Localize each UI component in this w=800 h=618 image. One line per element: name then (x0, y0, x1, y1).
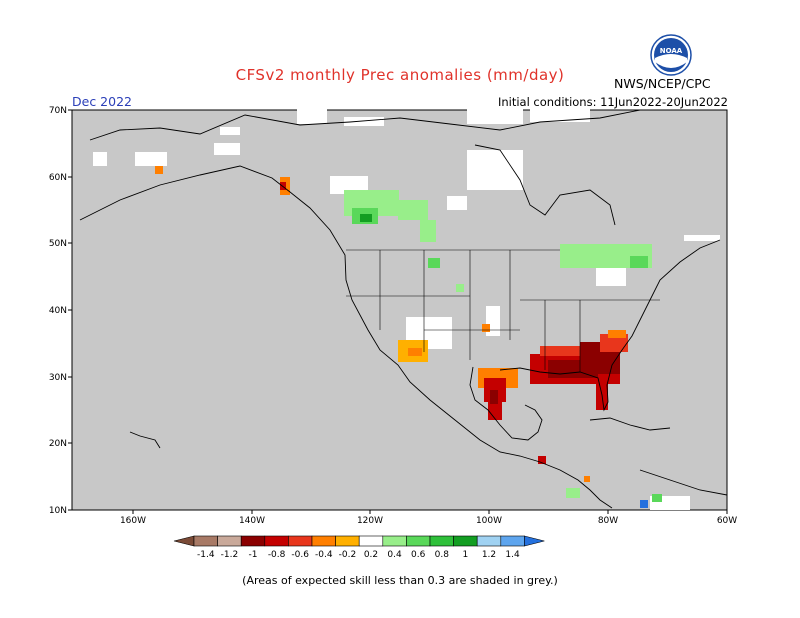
longitude-ticks (132, 510, 728, 514)
lon-label: 160W (120, 516, 146, 526)
legend-label: 1 (463, 550, 469, 560)
lat-label: 30N (49, 373, 67, 383)
legend-label: -0.6 (291, 550, 309, 560)
noaa-logo: NOAA (650, 34, 692, 76)
latitude-ticks (68, 109, 72, 511)
legend-label: -0.2 (339, 550, 357, 560)
legend-swatch (193, 535, 218, 547)
legend-label: 0.6 (411, 550, 426, 560)
skill-footnote: (Areas of expected skill less than 0.3 a… (242, 574, 558, 587)
lat-label: 70N (49, 106, 67, 116)
legend-swatch (406, 535, 431, 547)
initial-conditions-label: Initial conditions: 11Jun2022-20Jun2022 (497, 95, 728, 109)
legend-swatch (500, 535, 525, 547)
legend-arrow-right (524, 535, 545, 547)
legend-swatch (264, 535, 289, 547)
legend-swatch (335, 535, 360, 547)
lon-label: 140W (239, 516, 265, 526)
lat-label: 20N (49, 439, 67, 449)
state-boundaries (346, 249, 660, 372)
map-title: CFSv2 monthly Prec anomalies (mm/day) (235, 66, 565, 84)
lat-label: 50N (49, 239, 67, 249)
lat-label: 40N (49, 306, 67, 316)
longitude-labels: 160W 140W 120W 100W 80W 60W (120, 516, 737, 526)
legend-label: -0.8 (268, 550, 286, 560)
legend-swatch (358, 535, 384, 547)
lon-label: 60W (717, 516, 737, 526)
legend-label: -1.2 (221, 550, 239, 560)
latitude-labels: 70N 60N 50N 40N 30N 20N 10N (49, 106, 67, 516)
legend-swatch (311, 535, 336, 547)
legend-swatch (217, 535, 242, 547)
legend-swatch (240, 535, 266, 547)
coastlines (79, 109, 728, 509)
lon-label: 120W (357, 516, 383, 526)
legend-label: 1.2 (482, 550, 496, 560)
lat-label: 10N (49, 506, 67, 516)
lat-label: 60N (49, 173, 67, 183)
map-background (71, 109, 728, 511)
lon-label: 80W (598, 516, 618, 526)
legend-label: 0.4 (387, 550, 402, 560)
legend-swatch (382, 535, 407, 547)
legend-swatch (476, 535, 502, 547)
legend-label: -0.4 (315, 550, 333, 560)
legend-label: -1.4 (197, 550, 215, 560)
agency-label: NWS/NCEP/CPC (614, 76, 711, 91)
legend-arrow-left (173, 535, 195, 547)
valid-month-label: Dec 2022 (72, 94, 132, 109)
legend-swatch (288, 535, 313, 547)
legend-label: 0.2 (364, 550, 378, 560)
legend-label: 1.4 (505, 550, 520, 560)
legend-label: 0.8 (435, 550, 450, 560)
legend-swatch (453, 535, 478, 547)
legend-label: -1 (249, 550, 258, 560)
lon-label: 100W (476, 516, 502, 526)
svg-text:NOAA: NOAA (660, 47, 683, 55)
legend-swatch (429, 535, 454, 547)
color-legend: -1.4 -1.2 -1 -0.8 -0.6 -0.4 -0.2 0.2 0.4 0.6 0.8 1 1… (173, 535, 545, 560)
wet-anomaly-areas (344, 190, 662, 508)
